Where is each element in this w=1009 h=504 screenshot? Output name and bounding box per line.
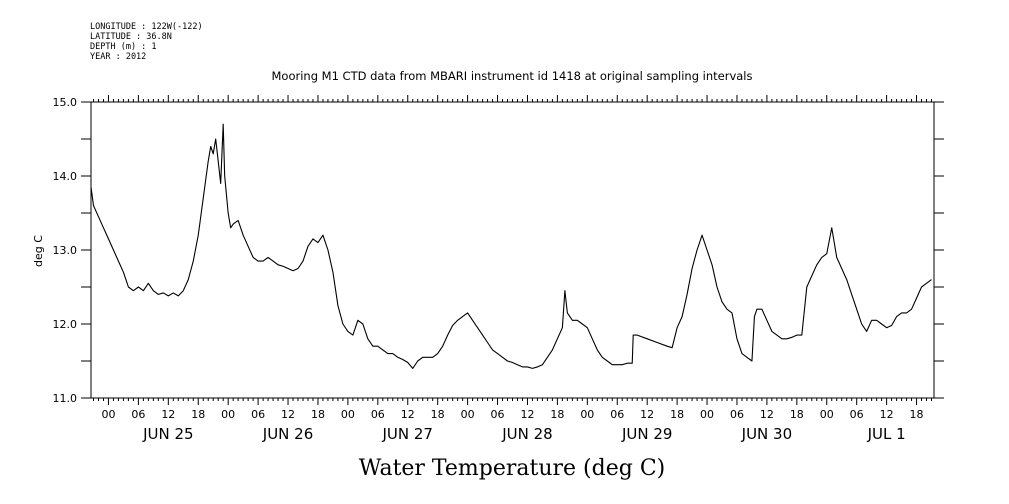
x-tick-label: 00 [101,408,115,421]
series-line [90,123,932,369]
x-tick-label: 18 [550,408,564,421]
plot-frame [90,101,935,399]
series-group [90,123,932,369]
longitude-label: LONGITUDE : 122W(-122) [90,22,203,32]
x-tick-label: 12 [760,408,774,421]
x-tick-label: 00 [580,408,594,421]
x-day-label: JUL 1 [867,425,906,443]
x-tick-label: 18 [790,408,804,421]
x-day-label: JUN 29 [621,425,672,443]
year-label: YEAR : 2012 [90,52,147,62]
metadata-block: LONGITUDE : 122W(-122) LATITUDE : 36.8N … [90,22,203,62]
x-tick-label: 12 [281,408,295,421]
x-day-label: JUN 30 [741,425,792,443]
x-tick-label: 12 [161,408,175,421]
x-tick-label: 18 [431,408,445,421]
x-tick-label: 18 [191,408,205,421]
x-tick-label: 06 [610,408,624,421]
x-tick-label: 06 [850,408,864,421]
x-tick-label: 06 [131,408,145,421]
x-tick-label: 00 [221,408,235,421]
x-tick-label: 12 [880,408,894,421]
x-tick-label: 00 [820,408,834,421]
y-tick-label: 12.0 [53,318,78,331]
x-tick-label: 18 [311,408,325,421]
x-day-label: JUN 28 [501,425,552,443]
x-tick-label: 06 [730,408,744,421]
x-day-label: JUN 26 [262,425,313,443]
depth-label: DEPTH (m) : 1 [90,42,157,52]
x-tick-label: 00 [461,408,475,421]
x-tick-label: 00 [700,408,714,421]
chart-title: Mooring M1 CTD data from MBARI instrumen… [272,69,753,83]
x-tick-label: 18 [670,408,684,421]
x-tick-label: 18 [910,408,924,421]
x-tick-label: 06 [251,408,265,421]
x-tick-label: 06 [491,408,505,421]
x-tick-label: 00 [341,408,355,421]
y-tick-label: 13.0 [53,244,78,257]
y-tick-label: 14.0 [53,170,78,183]
x-day-label: JUN 27 [382,425,433,443]
x-tick-label: 12 [640,408,654,421]
y-tick-label: 11.0 [53,392,78,405]
y-tick-label: 15.0 [53,96,78,109]
x-tick-label: 06 [371,408,385,421]
latitude-label: LATITUDE : 36.8N [90,32,172,42]
x-tick-label: 12 [401,408,415,421]
x-tick-label: 12 [520,408,534,421]
chart-caption: Water Temperature (deg C) [359,456,666,481]
plot-axes: 00 06 12 18 00 06 12 18 00 06 12 18 00 06 12 18 00 06 12 18… [53,95,944,443]
y-axis-label: deg C [32,235,45,267]
x-day-label: JUN 25 [142,425,193,443]
